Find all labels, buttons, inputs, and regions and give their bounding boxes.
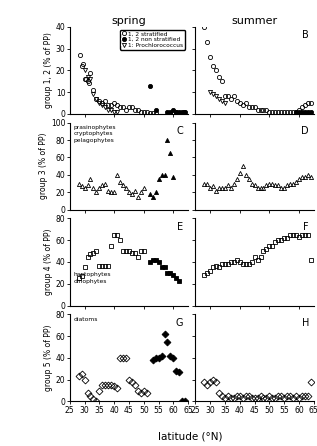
Y-axis label: group 4 (% of PP): group 4 (% of PP) xyxy=(44,229,53,295)
Text: H: H xyxy=(302,318,309,328)
Title: spring: spring xyxy=(112,16,146,26)
Text: prasinophytes
cryptophytes
pelagophytes: prasinophytes cryptophytes pelagophytes xyxy=(73,125,116,143)
Text: diatoms: diatoms xyxy=(73,317,98,322)
Y-axis label: group 3 (% of PP): group 3 (% of PP) xyxy=(39,133,48,199)
Title: summer: summer xyxy=(231,16,278,26)
Text: B: B xyxy=(302,30,309,40)
Text: latitude (°N): latitude (°N) xyxy=(158,432,223,442)
Text: C: C xyxy=(177,126,184,136)
Text: D: D xyxy=(301,126,309,136)
Text: F: F xyxy=(303,222,309,232)
Text: G: G xyxy=(176,318,184,328)
Y-axis label: group 1, 2 (% of PP): group 1, 2 (% of PP) xyxy=(44,33,53,108)
Text: E: E xyxy=(178,222,184,232)
Legend: 1, 2 stratified, 1, 2 non stratified, 1: Prochlorococcus: 1, 2 stratified, 1, 2 non stratified, 1:… xyxy=(120,30,185,50)
Text: haptophytes
dinophytes: haptophytes dinophytes xyxy=(73,273,111,284)
Text: A: A xyxy=(177,30,184,40)
Y-axis label: group 5 (% of PP): group 5 (% of PP) xyxy=(44,325,53,391)
